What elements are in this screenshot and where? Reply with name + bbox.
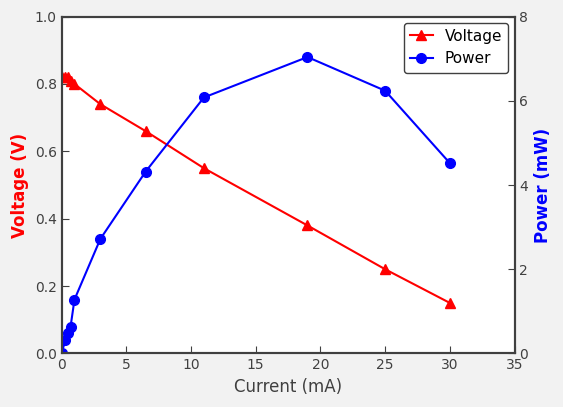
Y-axis label: Power (mW): Power (mW)	[534, 127, 552, 243]
Power	[58, 351, 65, 356]
Voltage	[71, 81, 78, 86]
Line: Voltage: Voltage	[57, 72, 455, 308]
Power	[67, 324, 74, 329]
Voltage	[382, 267, 388, 272]
Power	[200, 95, 207, 100]
Line: Power: Power	[57, 52, 455, 358]
Power	[304, 55, 311, 59]
Y-axis label: Voltage (V): Voltage (V)	[11, 133, 29, 238]
Voltage	[65, 75, 72, 80]
Power	[382, 88, 388, 93]
Voltage	[304, 223, 311, 228]
Power	[97, 236, 104, 241]
Power	[71, 297, 78, 302]
Voltage	[200, 166, 207, 171]
Power	[65, 331, 72, 336]
Power	[446, 161, 453, 166]
Voltage	[62, 75, 69, 80]
Voltage	[97, 102, 104, 107]
X-axis label: Current (mA): Current (mA)	[234, 378, 342, 396]
Voltage	[142, 129, 149, 133]
Voltage	[446, 300, 453, 305]
Power	[62, 337, 69, 342]
Power	[142, 169, 149, 174]
Legend: Voltage, Power: Voltage, Power	[404, 23, 508, 72]
Voltage	[58, 75, 65, 80]
Voltage	[67, 78, 74, 83]
